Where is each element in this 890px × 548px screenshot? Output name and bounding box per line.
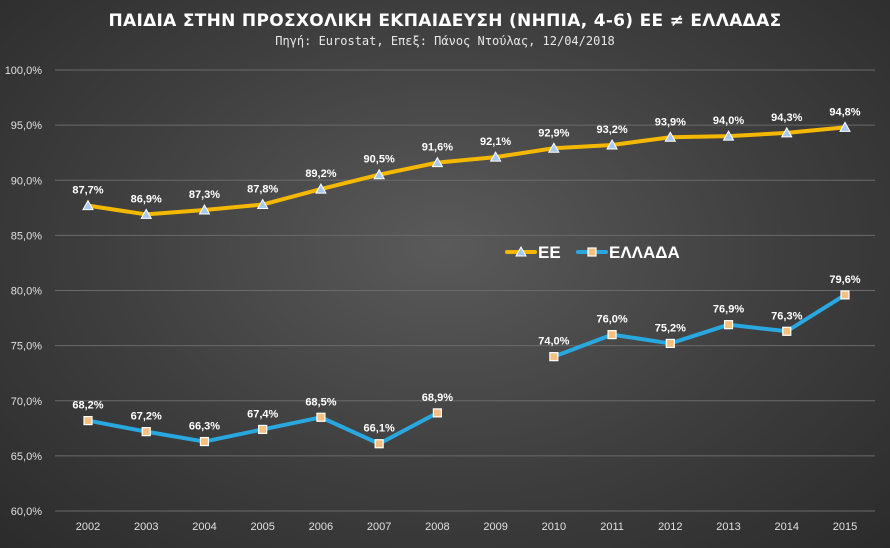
- point-marker: [723, 320, 734, 330]
- grid-layer: [55, 69, 875, 512]
- y-tick-label: 90,0%: [11, 175, 42, 187]
- data-label: 86,9%: [131, 193, 162, 205]
- point-marker: [665, 338, 675, 349]
- series-layer: [82, 121, 851, 449]
- data-label: 75,2%: [655, 322, 686, 334]
- series-line: [551, 292, 847, 359]
- point-marker: [515, 245, 527, 257]
- data-label: 91,6%: [422, 142, 453, 154]
- point-marker: [315, 183, 327, 194]
- point-marker: [780, 126, 793, 138]
- data-label: 94,8%: [829, 106, 860, 118]
- x-tick-label: 2007: [367, 521, 391, 533]
- series-eu: [82, 121, 851, 219]
- legend-item: ΕΛΛΑΔΑ: [576, 243, 680, 262]
- data-label: 66,3%: [189, 421, 220, 433]
- point-marker: [199, 436, 210, 447]
- x-tick-label: 2014: [775, 521, 799, 533]
- data-label: 92,1%: [480, 136, 511, 148]
- point-marker: [258, 424, 268, 435]
- point-marker: [607, 330, 617, 340]
- point-marker: [140, 208, 153, 219]
- data-label: 67,4%: [247, 408, 278, 420]
- y-tick-label: 65,0%: [11, 451, 42, 463]
- data-label: 79,6%: [829, 274, 860, 286]
- x-tick-label: 2002: [76, 521, 100, 533]
- x-tick-label: 2008: [425, 521, 449, 533]
- y-tick-label: 95,0%: [11, 120, 42, 132]
- point-marker: [722, 130, 735, 141]
- point-marker: [373, 168, 386, 180]
- y-tick-label: 70,0%: [11, 396, 42, 408]
- legend-label: ΕΛΛΑΔΑ: [609, 243, 680, 262]
- point-marker: [432, 408, 442, 418]
- data-label: 94,3%: [771, 112, 802, 124]
- y-tick-label: 60,0%: [11, 506, 42, 518]
- chart-title: ΠΑΙΔΙΑ ΣΤΗΝ ΠΡΟΣΧΟΛΙΚΗ ΕΚΠΑΙΔΕΥΣΗ (ΝΗΠΙΑ…: [108, 11, 781, 31]
- y-tick-label: 75,0%: [11, 341, 42, 353]
- x-tick-label: 2010: [542, 521, 566, 533]
- point-marker: [141, 427, 151, 437]
- point-marker: [83, 415, 93, 426]
- series-greece: [83, 290, 850, 449]
- data-label: 67,2%: [131, 411, 162, 423]
- data-label: 93,2%: [596, 124, 627, 136]
- data-label: 76,3%: [771, 310, 802, 322]
- legend: ΕΕ ΕΛΛΑΔΑ: [505, 243, 680, 262]
- point-marker: [587, 247, 597, 257]
- point-marker: [374, 439, 384, 449]
- data-label: 93,9%: [655, 116, 686, 128]
- data-label: 92,9%: [538, 127, 569, 139]
- y-tick-label: 100,0%: [5, 65, 43, 77]
- point-marker: [316, 412, 326, 422]
- data-label: 89,2%: [305, 168, 336, 180]
- x-tick-label: 2003: [134, 521, 158, 533]
- x-tick-label: 2011: [600, 521, 624, 533]
- data-label: 90,5%: [364, 154, 395, 166]
- data-label: 87,8%: [247, 184, 278, 196]
- point-marker: [840, 290, 850, 300]
- point-marker: [489, 151, 502, 162]
- data-label: 66,1%: [364, 423, 395, 435]
- axis-layer: 60,0% 65,0% 70,0% 75,0% 80,0% 85,0% 90,0% 95,0%…: [5, 65, 858, 533]
- data-label: 76,9%: [713, 304, 744, 316]
- data-label: 76,0%: [596, 314, 627, 326]
- chart-subtitle: Πηγή: Eurostat, Επεξ: Πάνος Ντούλας, 12/…: [275, 34, 615, 48]
- data-label: 68,2%: [72, 400, 103, 412]
- point-marker: [82, 199, 94, 211]
- y-tick-label: 85,0%: [11, 230, 42, 242]
- point-marker: [782, 326, 792, 336]
- x-tick-label: 2015: [833, 521, 857, 533]
- legend-label: ΕΕ: [538, 243, 561, 262]
- data-label: 74,0%: [538, 336, 569, 348]
- data-label: 94,0%: [713, 115, 744, 127]
- x-tick-label: 2013: [716, 521, 740, 533]
- y-tick-label: 80,0%: [11, 286, 42, 298]
- series-line: [86, 125, 847, 217]
- point-marker: [664, 131, 677, 142]
- data-label: 87,3%: [189, 189, 220, 201]
- x-tick-label: 2012: [658, 521, 682, 533]
- data-label: 68,5%: [305, 396, 336, 408]
- point-marker: [839, 121, 851, 132]
- point-marker: [431, 156, 444, 168]
- x-tick-label: 2004: [192, 521, 216, 533]
- data-label: 87,7%: [72, 185, 103, 197]
- x-tick-label: 2006: [309, 521, 333, 533]
- label-layer: 87,7% 86,9% 87,3% 87,8% 89,2% 90,5% 91,6% 92,1%…: [72, 106, 860, 434]
- x-tick-label: 2005: [250, 521, 274, 533]
- legend-item: ΕΕ: [505, 243, 561, 262]
- point-marker: [198, 203, 211, 215]
- point-marker: [256, 198, 269, 210]
- data-label: 68,9%: [422, 392, 453, 404]
- x-tick-label: 2009: [483, 521, 507, 533]
- point-marker: [606, 138, 618, 150]
- point-marker: [549, 352, 559, 362]
- point-marker: [547, 142, 560, 153]
